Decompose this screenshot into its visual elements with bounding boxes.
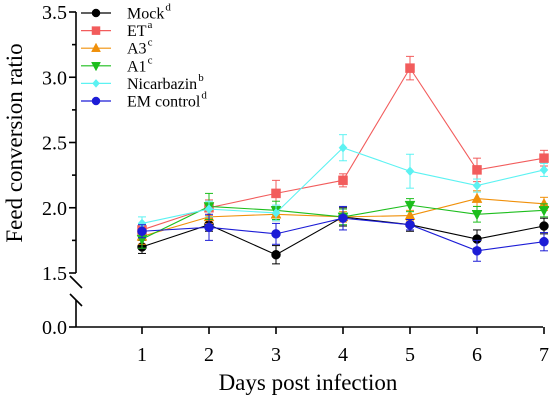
- data-point: [91, 42, 101, 52]
- x-tick-label: 7: [539, 344, 549, 366]
- legend-entry: Mockd: [81, 2, 171, 23]
- data-point: [338, 213, 348, 223]
- legend-superscript: c: [148, 37, 153, 49]
- data-point: [91, 8, 101, 18]
- data-point: [91, 62, 101, 72]
- data-point: [271, 249, 281, 260]
- data-point: [471, 192, 483, 203]
- legend-label: A1c: [127, 54, 153, 75]
- data-point: [137, 226, 147, 236]
- data-point: [538, 206, 550, 217]
- x-tick-label: 1: [137, 344, 147, 366]
- y-axis-break-mark: [69, 275, 83, 289]
- legend-entry: A3c: [81, 37, 153, 58]
- data-point: [91, 26, 101, 35]
- legend-superscript: d: [201, 90, 207, 102]
- legend-label: ETa: [127, 19, 153, 40]
- data-point: [338, 142, 348, 153]
- data-point: [405, 219, 415, 230]
- legend-label: A3c: [127, 37, 153, 58]
- y-tick-label: 2.0: [42, 198, 67, 220]
- data-point: [91, 96, 101, 106]
- data-point: [204, 204, 214, 214]
- legend-label: Nicarbazinb: [127, 72, 204, 93]
- data-point: [405, 166, 415, 177]
- x-tick-label: 5: [405, 344, 415, 366]
- data-point: [204, 222, 214, 233]
- data-point: [539, 221, 549, 231]
- legend-superscript: c: [148, 54, 153, 66]
- series-em-control: [137, 205, 549, 262]
- legend-entry: Nicarbazinb: [81, 72, 204, 93]
- data-point: [338, 175, 348, 186]
- x-tick-label: 6: [472, 344, 482, 366]
- x-tick-label: 4: [338, 344, 348, 366]
- series-nicarbazin: [137, 134, 549, 231]
- legend-entry: ETa: [81, 19, 153, 40]
- data-point: [92, 79, 100, 88]
- data-point: [405, 63, 415, 73]
- series-layer: [136, 55, 550, 265]
- data-point: [271, 188, 281, 199]
- legend-superscript: d: [165, 2, 171, 14]
- data-point: [539, 165, 549, 175]
- data-point: [472, 246, 482, 256]
- data-point: [271, 208, 281, 218]
- legend-label: Mockd: [127, 2, 171, 23]
- legend-superscript: b: [198, 72, 204, 84]
- x-tick-label: 2: [204, 344, 214, 366]
- axes: 0.0 1.5 2.0 2.5 3.0 3.5 1 2 3 4 5 6 7: [42, 2, 549, 366]
- legend-label: EM controld: [127, 90, 207, 111]
- y-tick-label: 2.5: [42, 133, 67, 155]
- data-point: [539, 236, 549, 247]
- x-tick-label: 3: [271, 344, 281, 366]
- data-point: [471, 210, 483, 221]
- y-tick-label: 3.5: [42, 2, 67, 24]
- y-tick-label: 3.0: [42, 67, 67, 89]
- y-axis-label: Feed conversion ratio: [2, 43, 27, 242]
- y-tick-label: 0.0: [42, 317, 67, 339]
- data-point: [404, 200, 416, 212]
- data-point: [472, 180, 482, 191]
- x-axis-label: Days post infection: [219, 370, 398, 395]
- data-point: [539, 153, 549, 163]
- y-tick-label: 1.5: [42, 263, 67, 285]
- data-point: [472, 165, 482, 175]
- legend-superscript: a: [148, 19, 153, 31]
- data-point: [271, 229, 281, 239]
- legend-entry: EM controld: [81, 90, 207, 111]
- legend-entry: A1c: [81, 54, 153, 75]
